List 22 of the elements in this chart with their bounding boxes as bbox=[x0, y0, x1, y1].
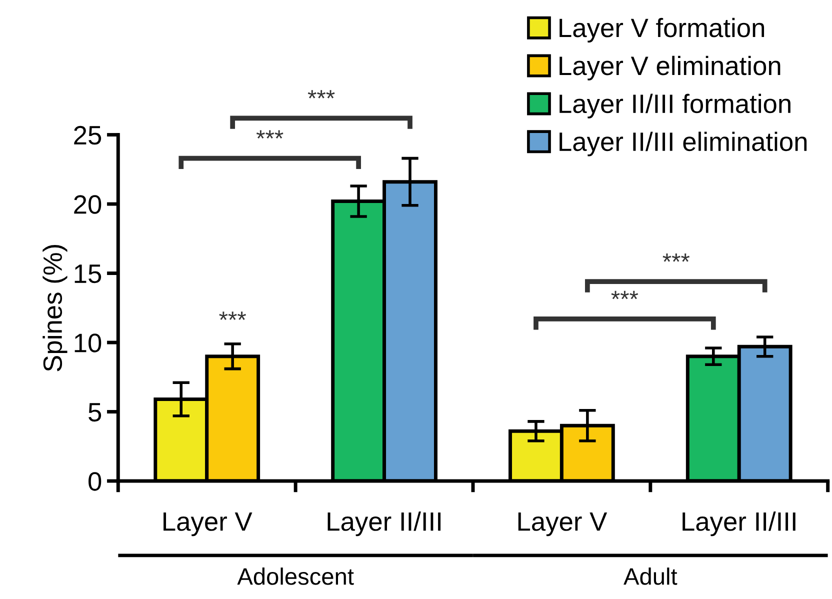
legend-label: Layer II/III formation bbox=[560, 94, 790, 118]
legend-label: Layer V elimination bbox=[560, 56, 780, 80]
annotation: *** bbox=[256, 130, 284, 139]
annotation: *** bbox=[611, 290, 638, 300]
x-tick-label: Layer II/III bbox=[682, 512, 796, 536]
annotation: *** bbox=[219, 312, 246, 320]
y-tick-label: 15 bbox=[74, 264, 102, 284]
text: Adolescent bbox=[237, 568, 354, 585]
y-tick-label: 5 bbox=[88, 403, 102, 422]
legend-label: Layer V formation bbox=[560, 18, 764, 42]
y-tick-label: 20 bbox=[74, 195, 102, 214]
text: *** bbox=[308, 90, 335, 98]
text: Adult bbox=[624, 568, 678, 585]
y-tick-label: 25 bbox=[74, 126, 102, 145]
y-tick-label: 0 bbox=[88, 472, 102, 491]
x-tick-label: Layer V bbox=[518, 512, 608, 536]
y-axis-title: Spines (%) bbox=[42, 244, 68, 372]
x-tick-label: Layer V bbox=[164, 512, 252, 536]
annotation: *** bbox=[662, 254, 690, 262]
y-tick-label: 10 bbox=[74, 334, 102, 352]
legend-label: Layer II/III elimination bbox=[560, 132, 807, 156]
x-tick-label: Layer II/III bbox=[328, 512, 441, 536]
